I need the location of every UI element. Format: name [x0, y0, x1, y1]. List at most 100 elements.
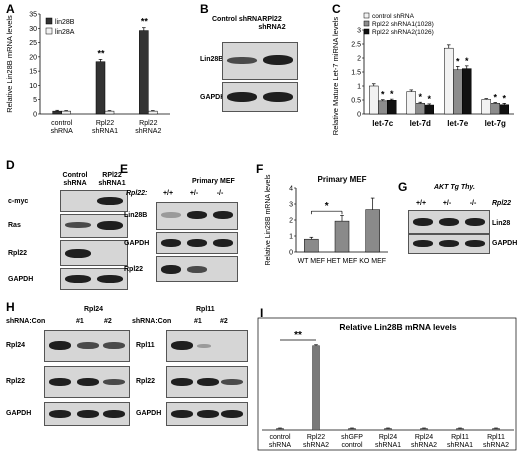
blot-b-row-gapdh: GAPDH	[200, 94, 226, 101]
bar-Rpl22 shRNA1(1028)	[415, 103, 425, 115]
y-tick-label: 20	[29, 54, 37, 61]
band	[413, 240, 433, 247]
band	[77, 410, 99, 418]
bar-Rpl22 shRNA2(1026)	[462, 68, 472, 115]
blot-e-row-rpl22: Rpl22	[124, 266, 144, 273]
x-tick-label: shRNA2	[303, 442, 329, 449]
band	[221, 379, 243, 385]
panel-label-e: E	[120, 162, 129, 176]
legend-swatch	[363, 20, 370, 27]
blot-h-left-row-rpl24: Rpl24	[6, 342, 26, 349]
blot-e-genotype-wt: +/+	[162, 190, 174, 197]
band	[77, 378, 99, 386]
band	[465, 240, 485, 247]
blot-e-title: Primary MEF	[192, 178, 235, 185]
band	[161, 212, 181, 218]
y-tick-label: 4	[289, 186, 293, 193]
y-tick-label: 0	[357, 112, 361, 119]
blot-d-cmyc	[60, 190, 128, 212]
blot-e-row-gapdh: GAPDH	[124, 240, 150, 247]
bar-control shRNA	[444, 47, 454, 115]
blot-h-right-row-rpl11: Rpl11	[136, 342, 155, 349]
band	[97, 221, 123, 230]
x-tick-label: Rpl22	[139, 120, 157, 127]
x-tick-label: Rpl24	[379, 434, 397, 441]
blot-d-row-cmyc: c-myc	[8, 198, 29, 205]
blot-h-left-gapdh	[44, 402, 130, 426]
significance-marker: *	[381, 90, 385, 100]
band	[263, 92, 293, 102]
bar-lin28B	[52, 110, 62, 115]
blot-e-gapdh	[156, 232, 238, 254]
bar-Rpl22 shRNA1(1028)	[378, 100, 388, 115]
blot-d-row-rpl22: Rpl22	[8, 250, 28, 257]
blot-h-right-row-gapdh: GAPDH	[136, 410, 162, 417]
band	[227, 92, 257, 102]
band	[77, 342, 99, 349]
significance-marker: *	[325, 201, 329, 212]
band	[227, 57, 257, 64]
blot-h-right-rpl22	[166, 366, 248, 398]
blot-e-row-lin28b: Lin28B	[124, 212, 148, 219]
blot-d-header-2: RPl22 shRNA1	[98, 172, 126, 187]
panel-label-d: D	[6, 158, 15, 172]
band	[187, 266, 207, 273]
chart-title: Primary MEF	[318, 175, 367, 184]
bar	[384, 428, 392, 431]
band	[65, 249, 91, 258]
x-tick-label: let-7c	[372, 119, 393, 128]
x-tick-label: control	[341, 442, 362, 449]
y-tick-label: 3	[357, 28, 361, 35]
blot-e-lin28b	[156, 202, 238, 230]
y-tick-label: 3	[289, 202, 293, 209]
bar-lin28B	[139, 30, 149, 115]
bar-control shRNA	[406, 91, 416, 115]
blot-h-left-rpl24	[44, 330, 130, 362]
chart-frame	[257, 317, 517, 451]
y-tick-label: 5	[33, 97, 37, 104]
blot-g-row-gapdh: GAPDH	[492, 240, 518, 247]
significance-marker: *	[418, 92, 422, 102]
blot-g-lin28	[408, 210, 490, 234]
x-tick-label: let-7e	[447, 119, 468, 128]
x-tick-label: shRNA	[269, 442, 292, 449]
x-tick-label: HET MEF	[327, 258, 358, 265]
x-tick-label: shRNA2	[135, 128, 161, 135]
significance-marker: **	[97, 48, 105, 58]
blot-b-gapdh	[222, 82, 298, 112]
band	[439, 218, 459, 226]
x-tick-label: shRNA2	[411, 442, 437, 449]
blot-b-row-lin28b: Lin28B	[200, 56, 224, 63]
band	[97, 275, 123, 283]
y-tick-label: 1.5	[351, 70, 361, 77]
blot-d-header-1: Control shRNA	[62, 172, 88, 187]
bar-control shRNA	[481, 99, 491, 115]
blot-b-header-2: RPl22 shRNA2	[258, 16, 286, 31]
blot-h-right-rpl11	[166, 330, 248, 362]
y-axis-label: Relative Lin28B mRNA levels	[5, 15, 14, 113]
blot-g-genotype-het: +/-	[442, 200, 452, 207]
y-tick-label: 1	[289, 234, 293, 241]
significance-marker: **	[141, 17, 149, 27]
chart-title: Relative Lin28B mRNA levels	[339, 322, 457, 332]
x-tick-label: shRNA1	[447, 442, 473, 449]
blot-g-row-lin28: Lin28	[492, 220, 511, 227]
bar-lin28B	[95, 61, 106, 115]
y-tick-label: 2	[357, 56, 361, 63]
band	[49, 410, 71, 418]
y-tick-label: 15	[29, 69, 37, 76]
y-tick-label: 0.5	[351, 98, 361, 105]
band	[103, 342, 125, 349]
blot-d-gapdh	[60, 268, 128, 290]
panel-label-c: C	[332, 2, 341, 16]
blot-h-right-gapdh	[166, 402, 248, 426]
band	[413, 218, 433, 226]
band	[103, 410, 125, 418]
bar-Rpl22 shRNA1(1028)	[453, 69, 463, 115]
x-tick-label: shRNA	[51, 128, 74, 135]
band	[187, 211, 207, 219]
band	[197, 344, 211, 348]
band	[49, 378, 71, 386]
legend-label: Rpl22 shRNA2(1026)	[372, 29, 434, 36]
legend-label: Rpl22 shRNA1(1028)	[372, 21, 434, 28]
